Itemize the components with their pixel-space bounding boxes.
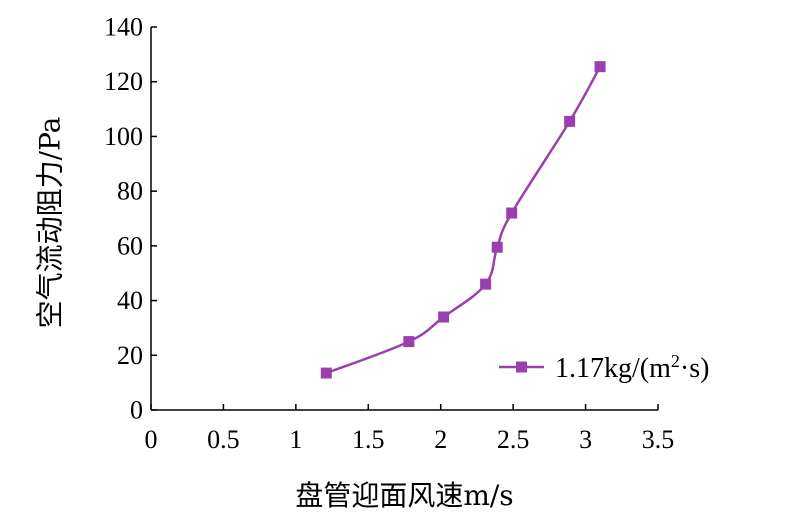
series-line (325, 66, 602, 375)
legend-label-prefix: 1.17kg/(m (555, 353, 671, 384)
x-tick-label: 3.5 (642, 425, 675, 454)
legend: 1.17kg/(m2·s) (499, 351, 709, 384)
legend-marker (516, 361, 527, 373)
data-point (480, 278, 492, 290)
legend-label-sup: 2 (671, 351, 680, 371)
y-tick-label: 80 (117, 177, 143, 206)
data-point (403, 336, 415, 348)
x-tick-label: 0 (145, 425, 158, 454)
legend-label-suffix: ·s) (680, 353, 710, 384)
x-ticks: 0 0.5 1 1.5 2 2.5 3 3.5 (145, 404, 675, 454)
y-tick-label: 100 (104, 122, 143, 151)
y-tick-label: 140 (104, 13, 143, 42)
y-tick-label: 20 (117, 341, 143, 370)
x-axis-title: 盘管迎面风速m/s (295, 479, 513, 512)
series-layer (320, 61, 606, 379)
x-tick-label: 3 (579, 425, 592, 454)
data-point (594, 61, 606, 73)
x-tick-label: 2 (434, 425, 447, 454)
y-tick-label: 0 (130, 396, 143, 425)
data-point (320, 367, 332, 379)
y-ticks: 0 20 40 60 80 100 120 140 (104, 13, 157, 425)
y-axis-title: 空气流动阻力/Pa (34, 117, 67, 329)
data-point (564, 115, 576, 127)
legend-label: 1.17kg/(m2·s) (555, 351, 709, 384)
data-point (506, 207, 518, 219)
x-tick-label: 1 (289, 425, 302, 454)
data-point (491, 241, 503, 253)
x-tick-label: 2.5 (497, 425, 530, 454)
y-tick-label: 60 (117, 231, 143, 260)
y-tick-label: 120 (104, 67, 143, 96)
axes (150, 27, 658, 411)
x-tick-label: 1.5 (352, 425, 385, 454)
y-tick-label: 40 (117, 286, 143, 315)
data-point (438, 311, 450, 323)
x-tick-label: 0.5 (207, 425, 240, 454)
